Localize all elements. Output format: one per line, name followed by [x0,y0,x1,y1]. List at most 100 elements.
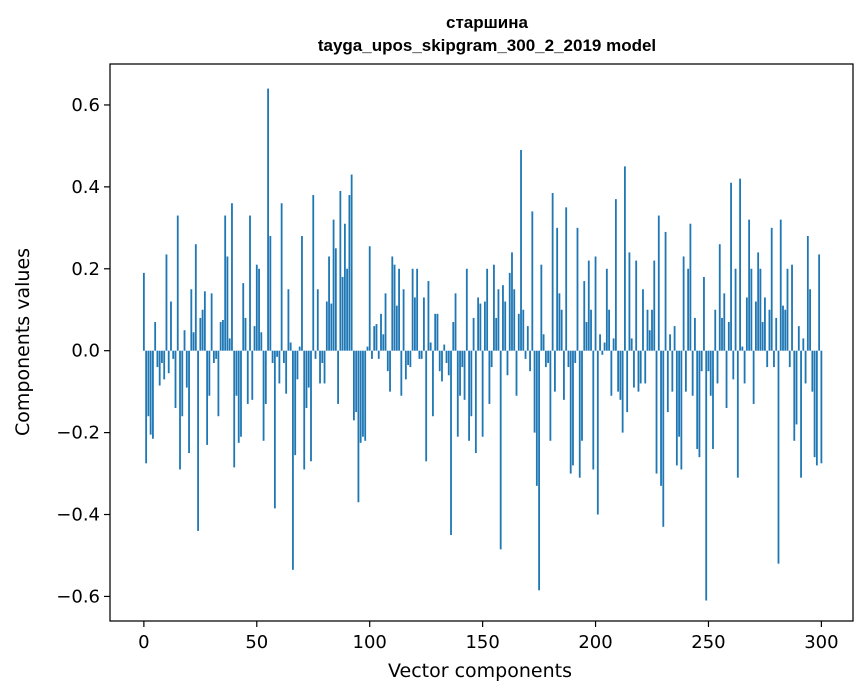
bar-component-149 [479,303,482,351]
bar-component-133 [443,344,446,351]
bar-component-136 [450,350,452,535]
bar-component-154 [490,350,493,368]
bar-component-80 [323,350,326,384]
bar-component-132 [441,350,443,382]
bar-component-68 [296,350,299,380]
bar-component-26 [201,309,204,351]
bar-component-25 [199,317,202,351]
bar-component-140 [459,350,461,396]
bar-component-220 [639,350,642,384]
bar-component-203 [601,350,604,355]
bar-component-32 [215,350,218,359]
bar-component-10 [165,254,168,351]
bar-component-293 [804,350,807,384]
bar-component-248 [703,276,705,351]
bar-component-275 [764,297,766,351]
bar-component-46 [246,350,249,404]
bar-component-246 [698,350,701,458]
bar-component-34 [219,322,222,351]
bar-component-43 [240,350,242,437]
bar-component-60 [278,350,281,384]
bar-component-45 [244,317,247,351]
bar-component-192 [576,227,579,351]
bar-component-216 [630,338,633,351]
bar-component-235 [673,326,676,351]
bar-component-12 [170,301,172,351]
bar-component-127 [429,342,432,351]
y-tick-label: 0.0 [71,341,100,362]
bar-component-172 [531,211,534,351]
bar-component-79 [321,350,324,363]
bar-component-210 [617,350,620,392]
bar-component-298 [815,350,818,466]
bar-component-289 [795,350,798,425]
bar-component-4 [152,350,154,439]
bar-component-278 [770,227,773,351]
bar-component-162 [508,272,511,351]
bar-component-188 [567,350,570,368]
bar-component-281 [777,350,780,564]
bar-component-150 [481,350,484,437]
bar-component-41 [235,350,238,396]
bar-component-75 [312,195,315,351]
bar-component-148 [477,297,480,351]
x-tick-label: 300 [804,632,838,653]
bar-component-193 [578,350,581,478]
bar-component-81 [325,301,328,351]
y-tick-label: 0.4 [71,177,100,198]
bar-component-190 [572,350,574,466]
x-tick-label: 250 [691,632,725,653]
bar-component-276 [766,350,769,368]
bar-component-117 [407,350,410,366]
bar-component-179 [547,350,550,363]
bar-component-125 [425,350,428,462]
bar-component-30 [210,293,213,351]
bar-component-163 [511,252,513,351]
bar-component-123 [420,350,423,359]
bar-component-42 [237,350,240,443]
bar-component-86 [337,350,339,404]
bar-component-146 [472,317,475,351]
bar-component-115 [402,289,405,351]
y-tick-label: −0.6 [56,586,100,607]
bar-component-261 [732,350,735,380]
bar-component-290 [797,326,800,351]
bar-component-251 [709,350,712,396]
bar-component-56 [269,236,272,351]
bar-component-204 [603,342,606,351]
bar-component-236 [675,350,678,466]
chart-title-line-1: старшина [446,13,529,32]
bar-component-282 [779,219,782,351]
bar-component-120 [413,297,416,351]
bar-component-164 [513,289,516,351]
bar-component-20 [188,350,190,454]
bar-component-102 [373,326,376,351]
bar-component-196 [585,322,588,351]
bar-component-173 [533,350,536,433]
bar-component-239 [682,256,685,351]
bar-component-194 [581,350,583,441]
bar-component-61 [280,203,283,351]
bar-component-229 [660,350,662,486]
chart-title-line-2: tayga_upos_skipgram_300_2_2019 model [318,36,656,55]
bar-component-131 [438,350,441,372]
bar-component-296 [811,350,814,392]
bar-component-106 [382,334,385,351]
bar-component-232 [666,350,669,413]
x-tick-label: 50 [245,632,268,653]
y-tick-label: 0.2 [71,259,100,280]
bar-component-273 [759,268,762,351]
bar-component-17 [181,350,184,417]
bar-component-67 [294,350,297,456]
bar-component-260 [730,182,732,351]
bar-component-219 [637,350,640,392]
bar-component-48 [251,350,254,400]
x-axis-ticks: 0 50 100 150 200 250 300 [138,621,839,653]
bar-component-274 [761,322,764,351]
bar-component-98 [364,350,367,441]
bar-component-44 [242,283,245,351]
bar-component-97 [362,350,364,437]
bar-component-185 [560,309,563,351]
bar-component-51 [258,268,260,351]
